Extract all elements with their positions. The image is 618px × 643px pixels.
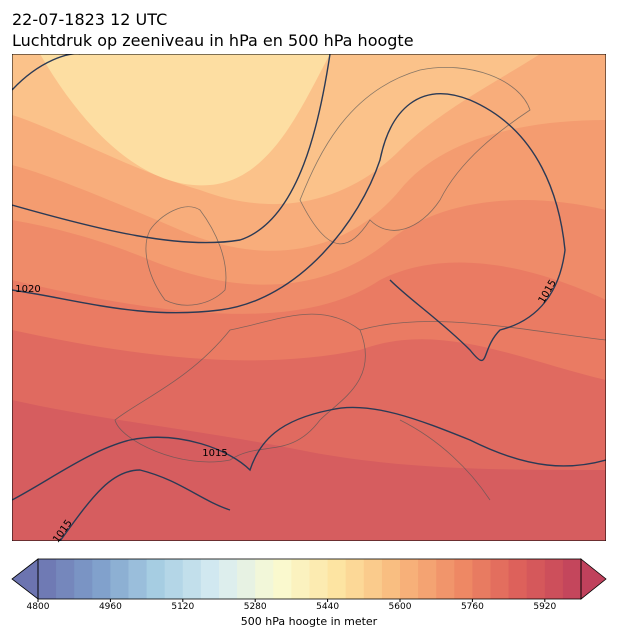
colorbar-segment bbox=[200, 559, 220, 599]
colorbar-tick-label: 5760 bbox=[461, 602, 484, 612]
colorbar-tick-label: 4800 bbox=[27, 602, 50, 612]
colorbar-tick-label: 4960 bbox=[99, 602, 122, 612]
colorbar-segment bbox=[544, 559, 564, 599]
colorbar-extend-low bbox=[11, 558, 39, 600]
colorbar-segment bbox=[381, 559, 401, 599]
map-date: 22-07-1823 12 UTC bbox=[12, 10, 167, 29]
colorbar-segment bbox=[472, 559, 491, 599]
colorbar-segment bbox=[345, 559, 365, 599]
colorbar-segment bbox=[255, 559, 274, 599]
colorbar-segment bbox=[418, 559, 437, 599]
colorbar-segment bbox=[309, 559, 329, 599]
colorbar-segment bbox=[74, 559, 93, 599]
colorbar-segment bbox=[182, 559, 202, 599]
colorbar-segment bbox=[38, 559, 57, 599]
colorbar-segment bbox=[400, 559, 419, 599]
isobar-label: 1015 bbox=[202, 448, 227, 459]
colorbar-tick-label: 5920 bbox=[533, 602, 556, 612]
isobar-label: 1020 bbox=[15, 284, 40, 295]
colorbar-segment bbox=[219, 559, 238, 599]
colorbar-segment bbox=[237, 559, 256, 599]
colorbar-segment bbox=[164, 559, 184, 599]
colorbar-segment bbox=[273, 559, 292, 599]
colorbar-segment bbox=[56, 559, 75, 599]
colorbar-segment bbox=[454, 559, 473, 599]
map-area bbox=[12, 54, 606, 541]
colorbar-segment bbox=[436, 559, 455, 599]
colorbar-tick-label: 5120 bbox=[171, 602, 194, 612]
colorbar-segment bbox=[508, 559, 528, 599]
colorbar-segment bbox=[110, 559, 129, 599]
map-title: Luchtdruk op zeeniveau in hPa en 500 hPa… bbox=[12, 31, 414, 50]
colorbar-segment bbox=[562, 559, 582, 599]
colorbar-label: 500 hPa hoogte in meter bbox=[241, 615, 378, 628]
colorbar-segment bbox=[146, 559, 166, 599]
colorbar-tick-label: 5600 bbox=[389, 602, 412, 612]
colorbar-segment bbox=[92, 559, 111, 599]
colorbar-extend-high bbox=[580, 558, 607, 600]
colorbar-tick-label: 5280 bbox=[244, 602, 267, 612]
colorbar-tick-label: 5440 bbox=[316, 602, 339, 612]
colorbar-segment bbox=[363, 559, 383, 599]
colorbar: 4800 4960 5120 5280 5440 5600 5760 5920 bbox=[11, 558, 607, 612]
colorbar-segment bbox=[291, 559, 310, 599]
colorbar-segment bbox=[128, 559, 148, 599]
colorbar-segment bbox=[490, 559, 510, 599]
colorbar-segment bbox=[327, 559, 347, 599]
colorbar-frame bbox=[37, 558, 582, 600]
colorbar-segment bbox=[526, 559, 546, 599]
